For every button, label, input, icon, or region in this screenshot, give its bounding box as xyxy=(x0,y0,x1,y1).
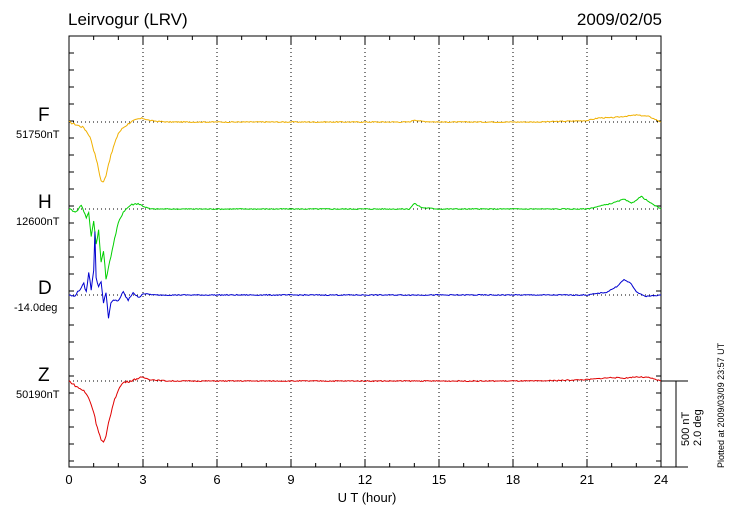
component-label-d: D xyxy=(38,278,52,299)
baseline-h: 12600nT xyxy=(16,216,60,228)
baseline-d: -14.0deg xyxy=(14,302,58,314)
x-tick-label: 0 xyxy=(65,472,73,487)
component-label-h: H xyxy=(38,192,52,213)
grid-lines xyxy=(69,36,661,467)
baseline-z: 50190nT xyxy=(16,389,60,401)
x-tick-label: 21 xyxy=(579,472,595,487)
x-tick-label: 9 xyxy=(287,472,295,487)
x-tick-label: 3 xyxy=(139,472,147,487)
x-tick-label: 18 xyxy=(505,472,521,487)
station-title: Leirvogur (LRV) xyxy=(68,10,188,29)
component-label-z: Z xyxy=(38,365,50,386)
data-traces xyxy=(68,114,662,443)
trace-z xyxy=(68,376,662,443)
x-tick-label: 15 xyxy=(431,472,447,487)
baseline-f: 51750nT xyxy=(16,129,60,141)
x-tick-label: 24 xyxy=(653,472,669,487)
plot-date: 2009/02/05 xyxy=(576,10,662,29)
x-tick-label: 12 xyxy=(357,472,373,487)
scale-label-nt: 500 nT xyxy=(680,411,692,446)
plotted-timestamp: Plotted at 2009/03/09 23:57 UT xyxy=(716,342,726,468)
component-label-f: F xyxy=(38,105,50,126)
scale-label-deg: 2.0 deg xyxy=(692,409,704,446)
trace-f xyxy=(68,114,662,183)
scale-bar xyxy=(661,380,688,468)
trace-h xyxy=(68,195,662,280)
x-axis-label: U T (hour) xyxy=(337,490,397,505)
x-tick-label: 6 xyxy=(213,472,221,487)
trace-d xyxy=(68,231,661,319)
axis-ticks xyxy=(68,36,662,467)
